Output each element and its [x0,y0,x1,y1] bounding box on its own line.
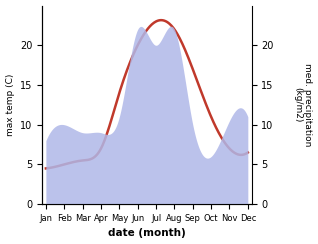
Y-axis label: med. precipitation
(kg/m2): med. precipitation (kg/m2) [293,63,313,147]
X-axis label: date (month): date (month) [108,228,186,238]
Y-axis label: max temp (C): max temp (C) [5,74,15,136]
